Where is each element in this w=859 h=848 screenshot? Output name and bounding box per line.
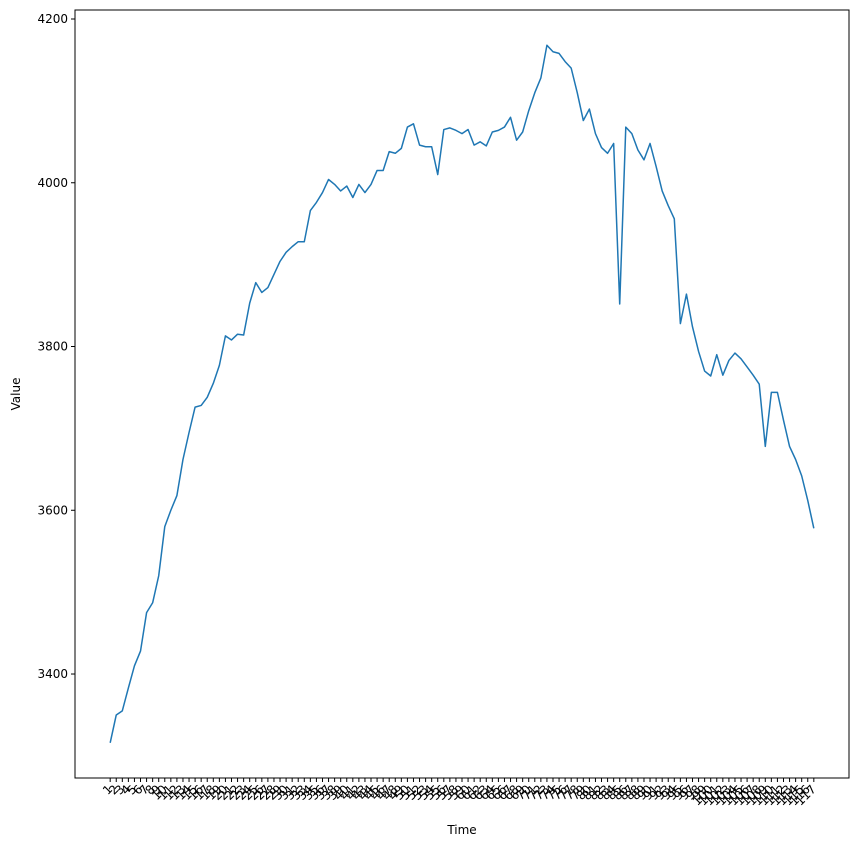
y-tick-label: 3400 (37, 667, 68, 681)
data-line (109, 44, 815, 743)
y-tick-label: 4000 (37, 176, 68, 190)
y-tick-label: 4200 (37, 12, 68, 26)
y-axis-label: Value (9, 378, 23, 411)
y-tick-label: 3800 (37, 340, 68, 354)
x-axis-label: Time (446, 823, 476, 837)
axes-frame (74, 9, 850, 779)
y-tick-label: 3600 (37, 503, 68, 517)
